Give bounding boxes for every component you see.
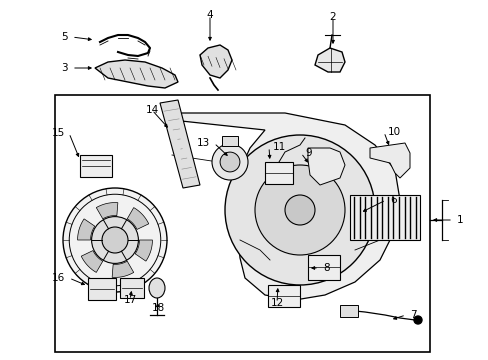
Circle shape bbox=[220, 152, 240, 172]
Text: 9: 9 bbox=[305, 148, 311, 158]
Text: 4: 4 bbox=[206, 10, 213, 20]
Text: 11: 11 bbox=[272, 142, 285, 152]
Text: 13: 13 bbox=[196, 138, 209, 148]
Text: 1: 1 bbox=[456, 215, 463, 225]
Bar bbox=[222, 136, 238, 146]
Circle shape bbox=[254, 165, 345, 255]
Text: 2: 2 bbox=[329, 12, 336, 22]
Polygon shape bbox=[160, 100, 200, 188]
Text: 18: 18 bbox=[151, 303, 164, 313]
Text: 16: 16 bbox=[52, 273, 65, 283]
Text: 15: 15 bbox=[52, 128, 65, 138]
Bar bbox=[349, 195, 419, 240]
Circle shape bbox=[102, 227, 128, 253]
Polygon shape bbox=[112, 261, 133, 278]
Text: 7: 7 bbox=[409, 310, 416, 320]
Polygon shape bbox=[127, 208, 148, 229]
Polygon shape bbox=[369, 143, 409, 178]
Bar bbox=[339, 305, 357, 317]
Text: 14: 14 bbox=[145, 105, 158, 115]
Circle shape bbox=[285, 195, 314, 225]
Text: 17: 17 bbox=[123, 295, 136, 305]
Text: 3: 3 bbox=[61, 63, 68, 73]
Polygon shape bbox=[95, 60, 178, 88]
Polygon shape bbox=[200, 45, 231, 78]
Circle shape bbox=[224, 135, 374, 285]
Bar bbox=[120, 278, 143, 298]
Bar bbox=[88, 278, 116, 300]
Text: 12: 12 bbox=[270, 298, 283, 308]
Text: 6: 6 bbox=[389, 195, 396, 205]
Bar bbox=[55, 95, 429, 352]
Bar bbox=[267, 285, 299, 307]
Polygon shape bbox=[96, 203, 118, 219]
Text: 8: 8 bbox=[323, 263, 329, 273]
Circle shape bbox=[63, 188, 167, 292]
Ellipse shape bbox=[149, 278, 164, 298]
Polygon shape bbox=[135, 240, 152, 261]
Polygon shape bbox=[307, 148, 345, 185]
Bar bbox=[264, 162, 292, 184]
Text: 10: 10 bbox=[387, 127, 400, 137]
Polygon shape bbox=[172, 113, 399, 300]
Bar bbox=[307, 255, 339, 280]
Polygon shape bbox=[314, 48, 345, 72]
Polygon shape bbox=[78, 219, 95, 240]
Circle shape bbox=[91, 217, 138, 264]
Text: 5: 5 bbox=[61, 32, 68, 42]
Bar bbox=[80, 155, 112, 177]
Polygon shape bbox=[81, 251, 102, 273]
Circle shape bbox=[212, 144, 247, 180]
Circle shape bbox=[413, 316, 421, 324]
